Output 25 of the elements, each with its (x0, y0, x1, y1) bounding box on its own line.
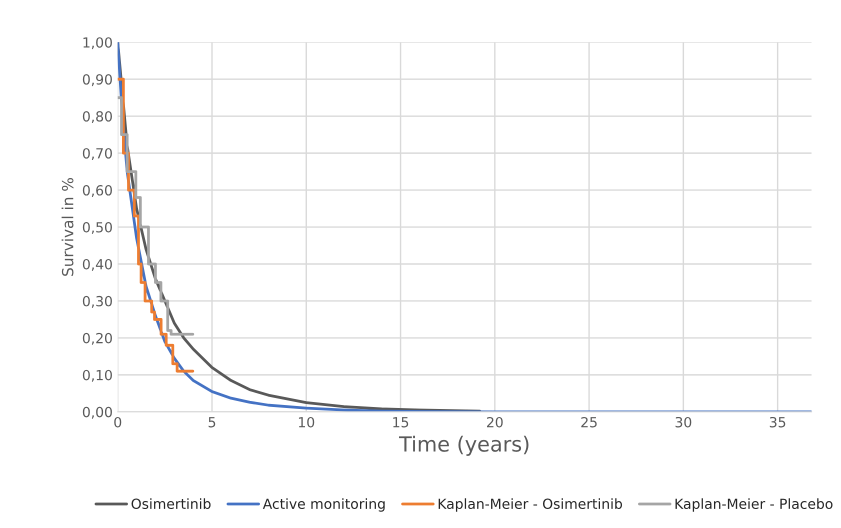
y-tick-label: 0,10 (82, 370, 112, 382)
x-axis-title: Time (years) (399, 436, 528, 456)
y-tick-label: 0,60 (82, 185, 112, 197)
y-tick-label: 0,80 (82, 111, 112, 124)
x-tick-label: 15 (393, 417, 408, 428)
y-tick-label: 1,00 (83, 37, 112, 50)
y-tick-label: 0,00 (82, 406, 112, 419)
legend-label: Osimertinib (132, 498, 211, 510)
y-tick-label: 0,30 (82, 296, 112, 308)
x-tick-label: 5 (208, 417, 216, 428)
x-tick-label: 35 (770, 416, 786, 428)
x-tick-label: 10 (298, 416, 314, 428)
x-tick-label: 25 (581, 416, 597, 428)
legend-label: Kaplan-Meier - Placebo (676, 498, 833, 512)
legend-label: Active monitoring (262, 498, 385, 512)
x-tick-label: 30 (676, 416, 692, 428)
y-tick-label: 0,70 (82, 148, 112, 160)
y-tick-label: 0,20 (82, 332, 112, 345)
x-tick-label: 20 (487, 416, 503, 428)
legend-label: Kaplan-Meier - Osimertinib (438, 498, 622, 512)
x-tick-label: 0 (114, 416, 122, 428)
y-tick-label: 0,90 (82, 74, 112, 86)
y-axis-title: Survival in % (62, 178, 74, 276)
y-tick-label: 0,50 (82, 222, 112, 234)
y-tick-label: 0,40 (82, 258, 112, 271)
